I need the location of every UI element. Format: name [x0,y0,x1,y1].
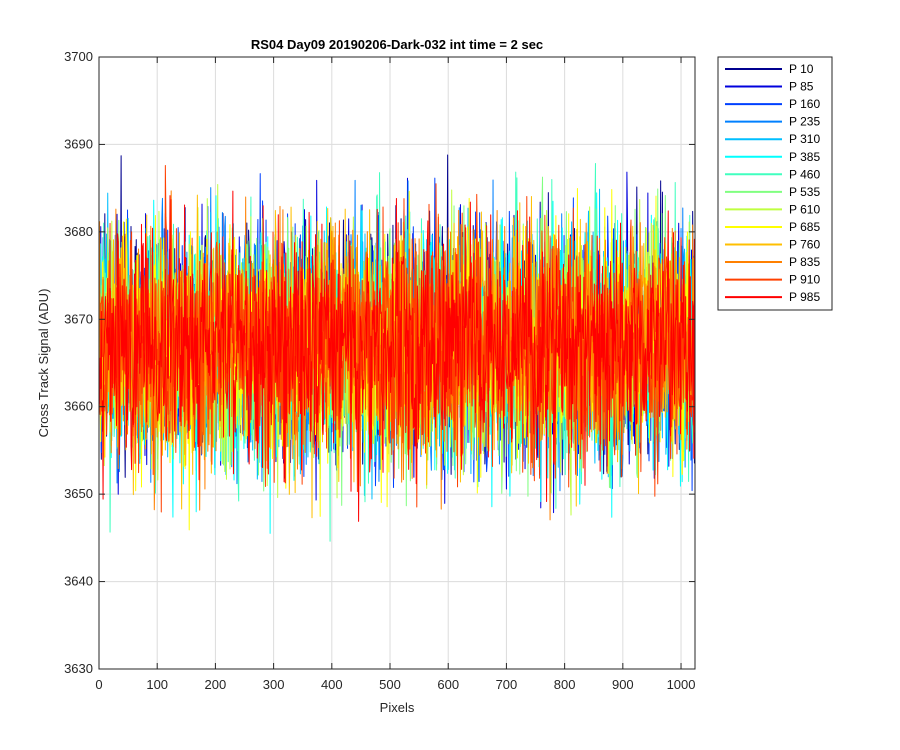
x-tick-label: 500 [379,677,401,692]
x-tick-label: 400 [321,677,343,692]
legend-box [717,56,833,311]
ticks [98,56,695,670]
y-tick-label: 3680 [64,224,93,239]
series-line-p-985 [99,190,696,522]
x-tick-label: 900 [612,677,634,692]
legend-items: P 10 P 85 P 160 P 235 P 310 P 385 P 460 P 535 P … [725,62,820,304]
legend-label: P 85 [789,80,814,94]
plot-frame [98,56,696,670]
y-tick-label: 3630 [64,661,93,676]
legend-label: P 235 [789,115,820,129]
y-tick-label: 3660 [64,399,93,414]
legend-label: P 610 [789,202,820,216]
y-tick-label: 3700 [64,49,93,64]
y-tick-labels: 3630 3640 3650 3660 3670 3680 3690 3700 [64,49,93,676]
legend-label: P 985 [789,290,820,304]
x-axis-label: Pixels [380,700,415,715]
x-tick-labels: 0 100 200 300 400 500 600 700 800 900 1000 [95,677,695,692]
y-tick-label: 3640 [64,574,93,589]
legend-label: P 535 [789,185,820,199]
y-tick-label: 3670 [64,311,93,326]
y-axis-label: Cross Track Signal (ADU) [36,289,51,438]
legend-label: P 835 [789,255,820,269]
legend-label: P 385 [789,150,820,164]
legend-label: P 10 [789,62,814,76]
legend-label: P 760 [789,238,820,252]
x-tick-label: 100 [146,677,168,692]
y-tick-label: 3690 [64,136,93,151]
series-line-p-910 [99,165,696,513]
series-layer [99,154,696,542]
x-tick-label: 0 [95,677,102,692]
x-tick-label: 200 [205,677,227,692]
legend-label: P 910 [789,273,820,287]
legend-label: P 310 [789,132,820,146]
x-tick-label: 700 [496,677,518,692]
x-tick-label: 800 [554,677,576,692]
x-tick-label: 1000 [667,677,696,692]
x-tick-label: 600 [437,677,459,692]
legend-label: P 685 [789,220,820,234]
chart-title: RS04 Day09 20190206-Dark-032 int time = … [251,37,543,52]
x-tick-label: 300 [263,677,285,692]
legend-label: P 160 [789,97,820,111]
legend-label: P 460 [789,167,820,181]
y-tick-label: 3650 [64,486,93,501]
legend: P 10 P 85 P 160 P 235 P 310 P 385 P 460 P 535 P … [717,56,833,311]
